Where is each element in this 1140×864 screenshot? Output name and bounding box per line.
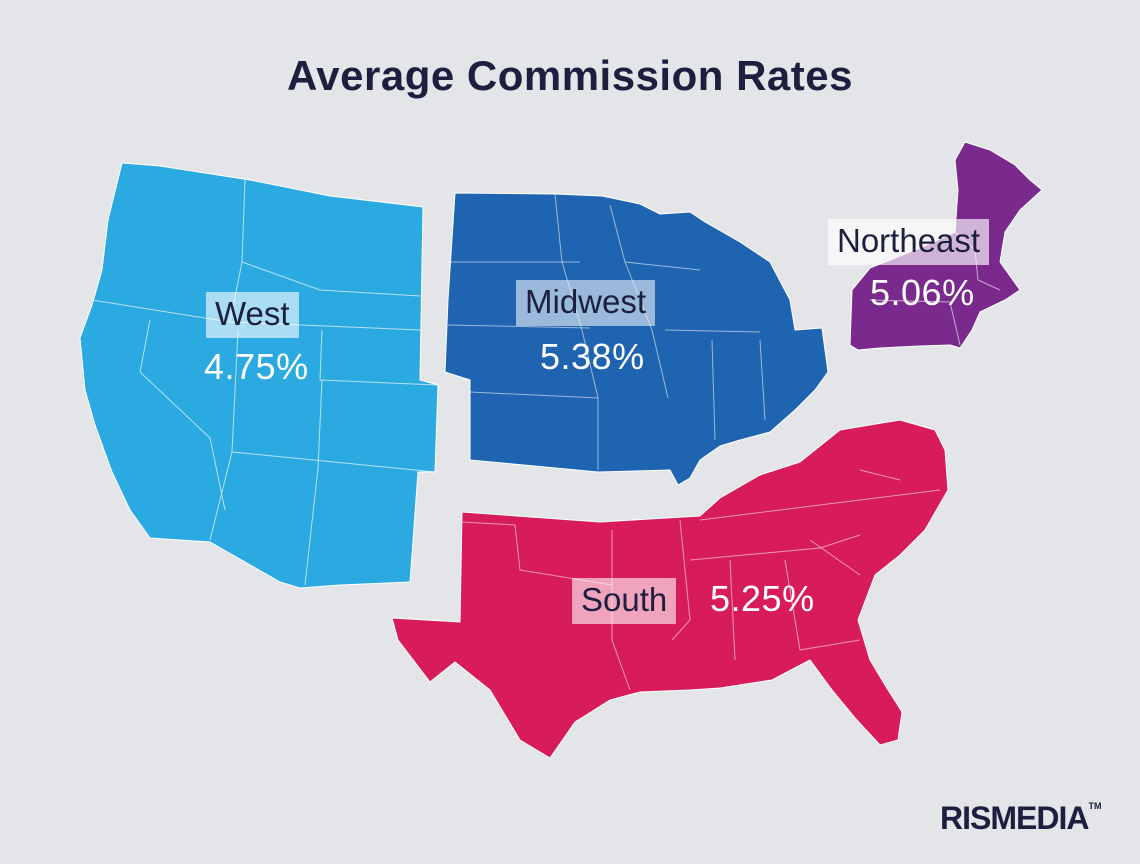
region-west-shape: [79, 162, 439, 589]
west-label: West: [206, 292, 299, 338]
page-title: Average Commission Rates: [287, 52, 853, 99]
midwest-label: Midwest: [516, 280, 656, 326]
northeast-label: Northeast: [828, 219, 990, 265]
rismedia-logo: RISMEDIATM: [940, 800, 1102, 836]
midwest-rate: 5.38%: [540, 336, 645, 377]
region-west[interactable]: [79, 162, 439, 589]
west-rate: 4.75%: [204, 346, 309, 387]
south-rate: 5.25%: [710, 578, 815, 619]
south-label: South: [572, 578, 677, 624]
region-midwest-shape: [444, 192, 829, 486]
northeast-rate: 5.06%: [870, 272, 975, 313]
